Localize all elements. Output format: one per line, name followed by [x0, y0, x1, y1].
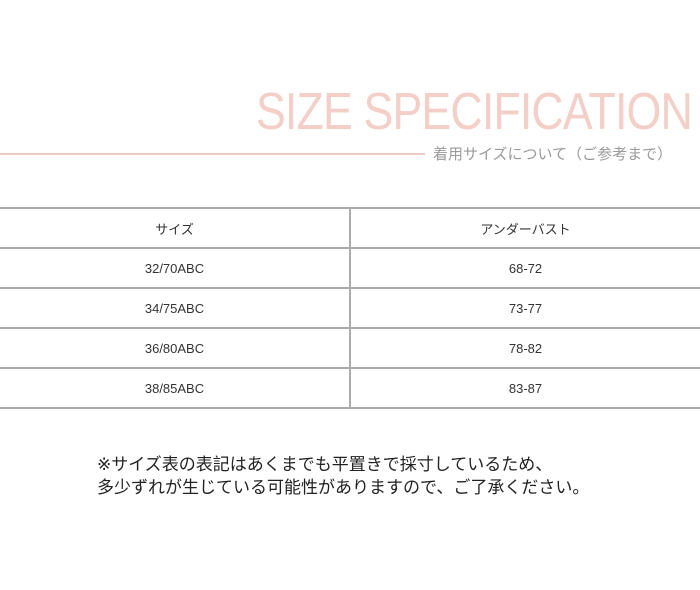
size-cell: 32/70ABC	[0, 247, 351, 289]
column-header-size: サイズ	[0, 207, 351, 249]
underbust-cell: 78-82	[350, 327, 700, 369]
table-row: 34/75ABC 73-77	[0, 287, 700, 329]
underbust-cell: 73-77	[350, 287, 700, 329]
size-cell: 34/75ABC	[0, 287, 351, 329]
column-header-underbust: アンダーバスト	[350, 207, 700, 249]
table-row: 32/70ABC 68-72	[0, 247, 700, 289]
measurement-note: ※サイズ表の表記はあくまでも平置きで採寸しているため、 多少ずれが生じている可能…	[97, 454, 589, 500]
underbust-cell: 83-87	[350, 367, 700, 409]
underbust-cell: 68-72	[350, 247, 700, 289]
table-row: 38/85ABC 83-87	[0, 367, 700, 409]
table-header-row: サイズ アンダーバスト	[0, 207, 700, 249]
size-cell: 38/85ABC	[0, 367, 351, 409]
title-divider	[0, 153, 425, 155]
note-line-1: ※サイズ表の表記はあくまでも平置きで採寸しているため、	[97, 455, 553, 475]
page-subtitle: 着用サイズについて（ご参考まで）	[433, 145, 673, 163]
size-table: サイズ アンダーバスト 32/70ABC 68-72 34/75ABC 73-7…	[0, 207, 700, 409]
note-line-2: 多少ずれが生じている可能性がありますので、ご了承ください。	[97, 478, 590, 498]
table-row: 36/80ABC 78-82	[0, 327, 700, 369]
page-title: SIZE SPECIFICATION	[256, 83, 693, 141]
size-cell: 36/80ABC	[0, 327, 351, 369]
